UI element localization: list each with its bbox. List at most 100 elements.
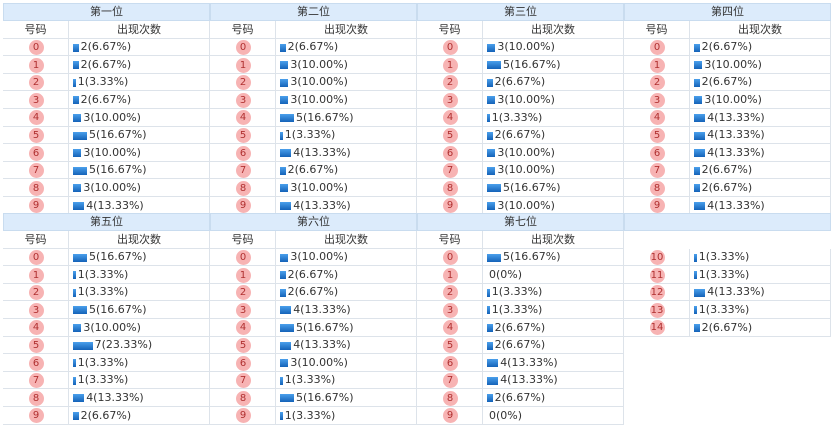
count-bar: [73, 306, 87, 315]
row-cell: [624, 301, 690, 319]
row-cell: [417, 38, 483, 57]
count-bar: [280, 184, 289, 193]
row-cell: [69, 73, 210, 92]
count-label: 1(3.33%): [77, 373, 129, 387]
count-label: 5(16.67%): [89, 250, 147, 264]
row-cell: [276, 248, 417, 267]
row-cell: [210, 144, 276, 162]
count-bar: [487, 253, 501, 262]
count-bar: [487, 359, 499, 368]
count-label: 4(13.33%): [707, 285, 765, 299]
count-label: 1(3.33%): [77, 285, 129, 299]
number-ball: 2: [442, 285, 458, 301]
number-ball: 0: [235, 249, 251, 265]
number-ball: 1: [442, 267, 458, 283]
number-ball: 8: [28, 390, 44, 406]
row-cell: [690, 248, 831, 267]
row-cell: [276, 56, 417, 74]
count-label: 2(6.67%): [494, 75, 546, 89]
count-label: 4(13.33%): [293, 198, 351, 212]
row-cell: [69, 283, 210, 302]
number-ball: 4: [235, 110, 251, 126]
number-ball: 8: [442, 180, 458, 196]
row-cell: [483, 336, 624, 355]
row-cell: [210, 407, 276, 425]
row-cell: [483, 73, 624, 92]
row-cell: [690, 126, 831, 145]
row-cell: [69, 161, 210, 180]
count-label: 4(13.33%): [293, 338, 351, 352]
row-cell: [3, 301, 69, 319]
row-cell: [483, 248, 624, 267]
row-cell: [483, 161, 624, 180]
number-ball: 3: [28, 92, 44, 108]
row-cell: [69, 38, 210, 57]
count-bar: [280, 271, 286, 280]
number-ball: 1: [28, 57, 44, 73]
number-ball: 0: [28, 249, 44, 265]
row-cell: [210, 161, 276, 180]
count-bar: [694, 166, 700, 175]
number-ball: 4: [235, 320, 251, 336]
number-ball: 2: [28, 75, 44, 91]
count-label: 2(6.67%): [80, 57, 132, 71]
number-ball: 3: [442, 302, 458, 318]
row-cell: [3, 73, 69, 92]
count-bar: [73, 341, 93, 350]
row-cell: [690, 283, 831, 302]
count-label: 2(6.67%): [701, 75, 753, 89]
row-cell: [417, 109, 483, 127]
row-cell: [3, 371, 69, 390]
row-cell: [690, 144, 831, 162]
count-bar: [280, 376, 283, 385]
count-bar: [280, 149, 292, 158]
row-cell: [690, 301, 831, 319]
count-label: 0(0%): [489, 408, 523, 422]
number-ball: 6: [649, 145, 665, 161]
count-label: 3(10.00%): [83, 180, 141, 194]
count-label: 0(0%): [489, 267, 523, 281]
count-bar: [694, 202, 706, 210]
row-cell: [276, 161, 417, 180]
section-header: 第三位: [417, 3, 624, 21]
row-cell: [3, 248, 69, 267]
number-ball: 3: [649, 92, 665, 108]
row-cell: [483, 371, 624, 390]
number-ball: 5: [235, 337, 251, 353]
row-cell: [483, 179, 624, 197]
count-label: 5(16.67%): [296, 320, 354, 334]
count-label: 1(3.33%): [284, 373, 336, 387]
count-label: 4(13.33%): [293, 145, 351, 159]
count-bar: [487, 394, 493, 403]
count-label: 1(3.33%): [698, 302, 750, 316]
column-header: 出现次数: [276, 21, 417, 39]
number-ball: 5: [235, 127, 251, 143]
column-header: 号码: [210, 231, 276, 249]
row-cell: [483, 266, 624, 284]
column-header: 出现次数: [483, 231, 624, 249]
row-cell: [624, 144, 690, 162]
count-bar: [73, 376, 76, 385]
row-cell: [417, 266, 483, 284]
row-cell: [3, 407, 69, 425]
row-cell: [483, 389, 624, 407]
count-bar: [73, 96, 79, 105]
row-cell: [69, 144, 210, 162]
count-bar: [280, 166, 286, 175]
count-label: 4(13.33%): [707, 110, 765, 124]
row-cell: [210, 73, 276, 92]
number-ball: 9: [28, 408, 44, 424]
row-cell: [3, 389, 69, 407]
row-cell: [624, 109, 690, 127]
row-cell: [210, 248, 276, 267]
row-cell: [417, 283, 483, 302]
column-header: 出现次数: [690, 21, 831, 39]
row-cell: [483, 91, 624, 109]
count-label: 3(10.00%): [83, 145, 141, 159]
row-cell: [483, 283, 624, 302]
count-label: 2(6.67%): [287, 40, 339, 54]
count-label: 3(10.00%): [290, 75, 348, 89]
row-cell: [624, 91, 690, 109]
row-cell: [3, 283, 69, 302]
count-bar: [487, 324, 493, 332]
